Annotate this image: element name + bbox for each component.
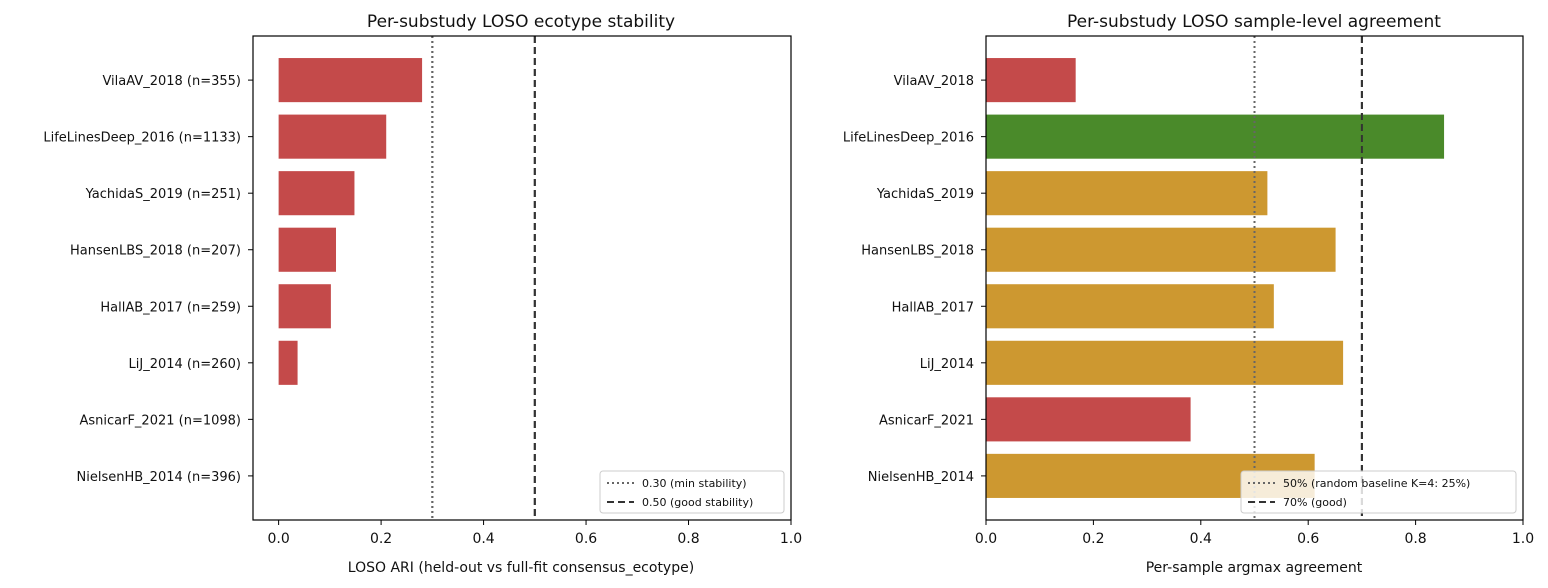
- left-chart-panel: Per-substudy LOSO ecotype stability LOSO…: [43, 12, 802, 576]
- right-x-tick-label-3: 0.6: [1297, 531, 1319, 547]
- right-bar-4: [986, 284, 1274, 329]
- left-bar-0: [278, 58, 423, 103]
- left-legend-label-0: 0.30 (min stability): [642, 477, 747, 490]
- right-legend-label-0: 50% (random baseline K=4: 25%): [1283, 477, 1470, 490]
- left-chart-title: Per-substudy LOSO ecotype stability: [367, 12, 675, 32]
- left-bar-4: [278, 284, 331, 329]
- left-category-label-6: AsnicarF_2021 (n=1098): [79, 413, 241, 428]
- left-x-tick-label-4: 0.8: [677, 531, 699, 547]
- left-x-tick-label-2: 0.4: [472, 531, 494, 547]
- left-legend-box: [599, 470, 785, 514]
- left-bar-2: [278, 171, 355, 216]
- left-x-tick-label-5: 1.0: [780, 531, 802, 547]
- left-bar-5: [278, 340, 298, 385]
- left-x-tick-label-3: 0.6: [575, 531, 597, 547]
- left-category-label-7: NielsenHB_2014 (n=396): [77, 470, 241, 485]
- right-bar-3: [986, 227, 1336, 272]
- right-x-tick-label-1: 0.2: [1082, 531, 1104, 547]
- left-category-label-0: VilaAV_2018 (n=355): [102, 74, 241, 89]
- right-chart-title: Per-substudy LOSO sample-level agreement: [1067, 12, 1441, 32]
- left-category-label-3: HansenLBS_2018 (n=207): [70, 244, 241, 259]
- left-legend-label-1: 0.50 (good stability): [642, 496, 753, 509]
- right-x-tick-label-4: 0.8: [1404, 531, 1426, 547]
- right-bar-5: [986, 340, 1344, 385]
- right-category-label-5: LiJ_2014: [920, 357, 974, 372]
- right-category-label-7: NielsenHB_2014: [868, 470, 974, 485]
- left-category-label-2: YachidaS_2019 (n=251): [85, 187, 241, 202]
- left-category-label-4: HallAB_2017 (n=259): [100, 300, 241, 315]
- right-category-label-4: HallAB_2017: [892, 300, 974, 315]
- left-plot-frame: [252, 35, 792, 521]
- left-category-label-1: LifeLinesDeep_2016 (n=1133): [43, 131, 241, 146]
- right-bar-6: [986, 397, 1191, 442]
- right-bar-0: [986, 58, 1076, 103]
- right-x-axis-label: Per-sample argmax agreement: [1146, 560, 1363, 576]
- right-chart-panel: Per-substudy LOSO sample-level agreement…: [843, 12, 1534, 576]
- right-category-label-6: AsnicarF_2021: [879, 413, 974, 428]
- left-x-tick-label-0: 0.0: [267, 531, 289, 547]
- left-x-tick-label-1: 0.2: [370, 531, 392, 547]
- left-x-axis-label: LOSO ARI (held-out vs full-fit consensus…: [348, 560, 694, 576]
- right-category-label-1: LifeLinesDeep_2016: [843, 131, 974, 146]
- right-plot-frame: [985, 35, 1524, 521]
- left-category-label-5: LiJ_2014 (n=260): [129, 357, 242, 372]
- right-x-tick-label-5: 1.0: [1512, 531, 1534, 547]
- right-category-label-2: YachidaS_2019: [876, 187, 974, 202]
- right-category-label-3: HansenLBS_2018: [861, 244, 974, 259]
- right-x-tick-label-2: 0.4: [1190, 531, 1212, 547]
- right-bar-2: [986, 171, 1268, 216]
- right-legend-label-1: 70% (good): [1283, 496, 1347, 509]
- left-bar-1: [278, 114, 387, 159]
- right-legend-box: [1240, 470, 1517, 514]
- left-bar-3: [278, 227, 337, 272]
- right-x-tick-label-0: 0.0: [975, 531, 997, 547]
- right-bar-1: [986, 114, 1445, 159]
- right-category-label-0: VilaAV_2018: [894, 74, 974, 89]
